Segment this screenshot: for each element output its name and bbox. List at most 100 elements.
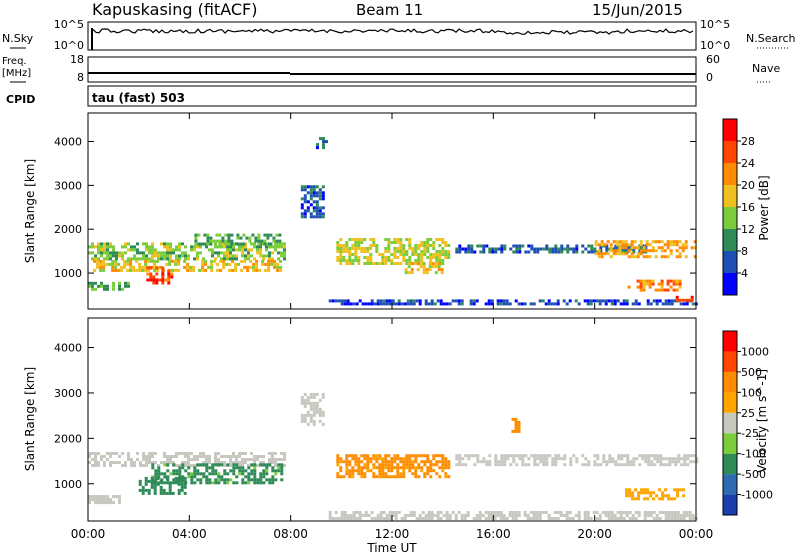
colorbar-swatch — [723, 412, 737, 434]
colorbar-swatch — [723, 371, 737, 393]
data-region-0 — [88, 242, 286, 261]
data-region-0 — [88, 452, 286, 467]
y-tick-label: 2000 — [54, 432, 82, 445]
data-region-10 — [627, 279, 682, 292]
colorbar-tick-label: 500 — [741, 366, 762, 379]
colorbar-tick-label: 25 — [741, 407, 755, 420]
power-panel — [88, 137, 698, 306]
x-tick-label: 04:00 — [172, 527, 207, 541]
data-region-1 — [93, 259, 283, 272]
data-region-9 — [511, 417, 521, 433]
colorbar-swatch — [723, 119, 737, 141]
nave-label: Nave — [752, 62, 780, 75]
x-tick-label: 12:00 — [375, 527, 410, 541]
colorbar-tick-label: 100 — [741, 386, 762, 399]
y-tick-label: 3000 — [54, 387, 82, 400]
data-region-11 — [675, 295, 694, 302]
colorbar-swatch — [723, 392, 737, 413]
nsky-line — [92, 28, 694, 35]
colorbar-tick-label: 1000 — [741, 345, 769, 358]
x-tick-label: 08:00 — [273, 527, 308, 541]
freq-units: [MHz] — [2, 68, 31, 79]
velocity-colorbar: 1000 500 100 25 -25 -100 -500 -1000 — [722, 330, 773, 516]
velocity-y-axis: 1000 2000 3000 4000 — [54, 342, 696, 491]
data-region-9 — [328, 299, 698, 306]
x-tick-label: 20:00 — [577, 527, 612, 541]
power-y-label: Slant Range [km] — [23, 159, 37, 263]
colorbar-tick-label: 24 — [741, 157, 755, 170]
colorbar-tick-label: 12 — [741, 223, 755, 236]
colorbar-swatch — [723, 433, 737, 454]
colorbar-swatch — [723, 494, 737, 515]
colorbar-tick-label: 4 — [741, 267, 748, 280]
nave-tick-bottom: 0 — [706, 71, 713, 84]
cpid-panel — [87, 85, 697, 107]
colorbar-tick-label: 8 — [741, 245, 748, 258]
y-tick-label: 3000 — [54, 179, 82, 192]
data-region-3 — [88, 281, 130, 291]
colorbar-frame — [722, 330, 738, 516]
colorbar-tick-label: 16 — [741, 201, 755, 214]
data-region-6 — [328, 511, 698, 520]
x-tick-label: 16:00 — [476, 527, 511, 541]
data-region-12 — [300, 185, 325, 219]
data-region-4 — [336, 454, 451, 479]
x-axis-label: Time UT — [366, 541, 417, 554]
colorbar-swatch — [723, 141, 737, 163]
data-region-8 — [300, 392, 325, 426]
beam-title: Beam 11 — [356, 1, 423, 19]
data-region-5 — [455, 454, 699, 467]
colorbar-swatch — [723, 251, 737, 273]
nsearch-tick-top: 10^5 — [700, 18, 730, 31]
colorbar-swatch — [723, 229, 737, 251]
cpid-value: tau (fast) 503 — [92, 91, 185, 105]
colorbar-swatch — [723, 331, 737, 352]
data-region-13 — [316, 137, 328, 150]
velocity-x-axis: 00:00 04:00 08:00 12:00 16:00 20:00 00:00 — [71, 318, 713, 541]
colorbar-tick-label: -1000 — [741, 489, 773, 502]
data-region-3 — [88, 495, 121, 505]
data-region-7 — [625, 488, 686, 501]
freq-tick-top: 18 — [70, 53, 84, 66]
colorbar-swatch — [723, 207, 737, 229]
colorbar-tick-label: -500 — [741, 468, 766, 481]
nsky-panel — [87, 21, 697, 51]
colorbar-swatch — [723, 273, 737, 295]
y-tick-label: 2000 — [54, 223, 82, 236]
data-region-5 — [336, 238, 451, 265]
freq-label: Freq. — [2, 56, 27, 67]
data-region-4 — [194, 233, 282, 246]
data-region-6 — [404, 262, 444, 275]
nsky-tick-bottom: 10^0 — [54, 39, 84, 52]
nsearch-tick-bottom: 10^0 — [700, 39, 730, 52]
date-title: 15/Jun/2015 — [592, 1, 683, 19]
y-tick-label: 1000 — [54, 267, 82, 280]
colorbar-tick-label: -100 — [741, 448, 766, 461]
colorbar-swatch — [723, 453, 737, 475]
y-tick-label: 4000 — [54, 342, 82, 355]
colorbar-swatch — [723, 185, 737, 207]
freq-tick-bottom: 8 — [77, 71, 84, 84]
colorbar-tick-label: -25 — [741, 427, 759, 440]
velocity-y-label: Slant Range [km] — [23, 367, 37, 471]
data-region-8 — [594, 240, 697, 259]
y-tick-label: 1000 — [54, 478, 82, 491]
power-colorbar: 4 8 12 16 20 24 28 — [722, 118, 755, 296]
colorbar-swatch — [723, 474, 737, 495]
colorbar-tick-label: 20 — [741, 179, 755, 192]
colorbar-swatch — [723, 351, 737, 372]
nsky-label: N.Sky — [2, 32, 34, 45]
power-frame — [87, 112, 697, 310]
x-tick-label: 00:00 — [71, 527, 106, 541]
power-x-axis-ticks — [87, 113, 697, 309]
freq-panel — [87, 56, 697, 83]
cpid-label: CPID — [6, 93, 35, 106]
velocity-colorbar-label: Velocity [m s^-1] — [755, 369, 769, 473]
velocity-panel — [88, 392, 699, 520]
nsky-tick-top: 10^5 — [54, 18, 84, 31]
nsearch-label: N.Search — [746, 32, 796, 45]
nave-tick-top: 60 — [706, 53, 720, 66]
data-region-2 — [146, 266, 174, 285]
power-y-axis: 1000 2000 3000 4000 — [54, 136, 696, 280]
